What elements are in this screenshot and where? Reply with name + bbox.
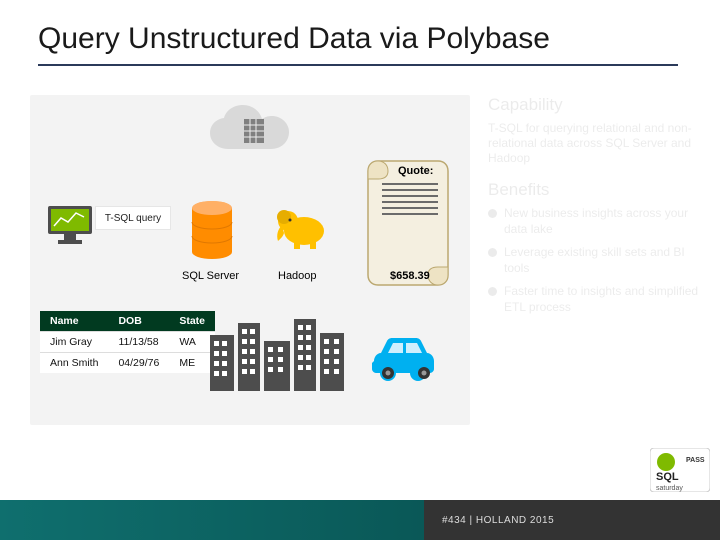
sql-saturday-logo-icon: PASS SQL saturday — [650, 448, 710, 492]
svg-text:saturday: saturday — [656, 485, 683, 492]
database-icon — [188, 200, 236, 265]
svg-text:PASS: PASS — [686, 457, 705, 464]
footer-teal-bar — [0, 500, 424, 540]
table-cell: 11/13/58 — [108, 332, 169, 353]
table-header: Name — [40, 311, 108, 332]
quote-amount: $658.39 — [390, 270, 430, 282]
page-title: Query Unstructured Data via Polybase — [38, 22, 550, 56]
results-table: NameDOBState Jim Gray11/13/58WAAnn Smith… — [40, 311, 215, 373]
benefit-item: Faster time to insights and simplified E… — [488, 284, 704, 315]
architecture-diagram: T-SQL query — [30, 95, 470, 425]
monitor-icon — [46, 204, 94, 253]
svg-text:SQL: SQL — [656, 471, 679, 483]
quote-body-lines — [382, 183, 438, 215]
table-cell: Jim Gray — [40, 332, 108, 353]
benefits-list: New business insights across your data l… — [488, 206, 704, 316]
cloud-icon — [204, 103, 300, 161]
footer-dark-bar: #434 | HOLLAND 2015 — [424, 500, 720, 540]
footer-text: #434 | HOLLAND 2015 — [442, 515, 554, 526]
tsql-label: T-SQL query — [96, 207, 170, 229]
car-icon — [368, 331, 446, 386]
right-text-column: Capability T-SQL for querying relational… — [488, 95, 704, 324]
benefit-item: Leverage existing skill sets and BI tool… — [488, 245, 704, 276]
benefits-heading: Benefits — [488, 180, 704, 200]
quote-heading: Quote: — [398, 165, 433, 177]
capability-heading: Capability — [488, 95, 704, 115]
city-buildings-icon — [208, 317, 348, 402]
table-cell: 04/29/76 — [108, 353, 169, 374]
sql-server-label: SQL Server — [182, 270, 239, 282]
table-row: Ann Smith04/29/76ME — [40, 353, 215, 374]
hadoop-elephant-icon — [274, 203, 330, 256]
title-rule — [38, 64, 678, 66]
table-cell: Ann Smith — [40, 353, 108, 374]
table-header: DOB — [108, 311, 169, 332]
table-row: Jim Gray11/13/58WA — [40, 332, 215, 353]
hadoop-label: Hadoop — [278, 270, 317, 282]
capability-body: T-SQL for querying relational and non-re… — [488, 121, 704, 166]
benefit-item: New business insights across your data l… — [488, 206, 704, 237]
